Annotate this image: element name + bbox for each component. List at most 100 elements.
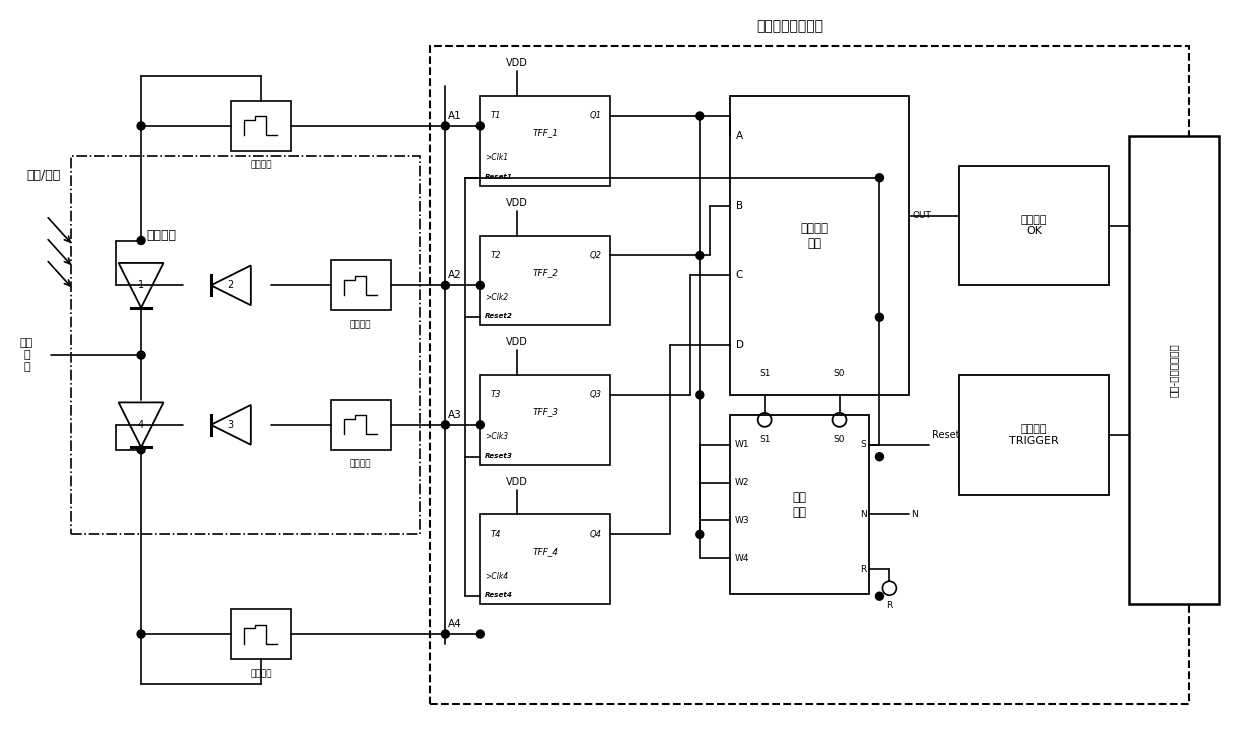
Bar	[71, 156, 420, 535]
Text: W3: W3	[735, 516, 749, 525]
Text: TFF_3: TFF_3	[532, 408, 558, 416]
Circle shape	[138, 351, 145, 359]
Circle shape	[875, 453, 883, 461]
Text: 4: 4	[138, 420, 144, 430]
Text: T4: T4	[490, 530, 501, 539]
Text: W4: W4	[735, 554, 749, 562]
Circle shape	[476, 421, 485, 429]
Text: A2: A2	[449, 270, 463, 280]
Text: 淩灭电路: 淩灭电路	[250, 161, 272, 170]
Text: Q2: Q2	[590, 251, 603, 260]
Circle shape	[696, 391, 704, 399]
Bar	[331, 260, 391, 310]
Circle shape	[696, 112, 704, 120]
Text: Reset3: Reset3	[485, 453, 513, 459]
Bar	[231, 609, 290, 659]
Text: 1: 1	[138, 280, 144, 291]
Circle shape	[696, 531, 704, 538]
Text: S0: S0	[833, 435, 846, 444]
Text: >Clk3: >Clk3	[485, 433, 508, 441]
Text: 光子同步检测电路: 光子同步检测电路	[756, 20, 823, 33]
Text: D: D	[735, 340, 744, 350]
Text: 3: 3	[228, 420, 234, 430]
Text: S0: S0	[833, 368, 846, 378]
Text: N: N	[859, 510, 867, 519]
Text: R: R	[861, 565, 867, 574]
Text: 时间-数字转换电路: 时间-数字转换电路	[1169, 344, 1179, 397]
Bar	[231, 101, 290, 151]
Text: TFF_2: TFF_2	[532, 268, 558, 277]
Circle shape	[441, 122, 449, 130]
Text: 树型判断
电路: 树型判断 电路	[801, 221, 828, 249]
Text: VDD: VDD	[506, 337, 527, 347]
Text: >Clk2: >Clk2	[485, 293, 508, 302]
Bar	[480, 375, 610, 464]
Circle shape	[476, 630, 485, 638]
Text: N: N	[911, 510, 918, 519]
Text: S1: S1	[759, 435, 770, 444]
Text: Reset4: Reset4	[485, 592, 513, 598]
Circle shape	[441, 282, 449, 289]
Text: 触发信号
TRIGGER: 触发信号 TRIGGER	[1009, 424, 1059, 445]
Circle shape	[138, 630, 145, 638]
Text: W2: W2	[735, 478, 749, 487]
Text: >Clk4: >Clk4	[485, 572, 508, 581]
Text: 光子/噪声: 光子/噪声	[26, 169, 61, 182]
Bar	[730, 414, 869, 594]
Text: A: A	[735, 131, 743, 141]
Circle shape	[875, 174, 883, 182]
Text: S1: S1	[759, 368, 770, 378]
Bar	[960, 166, 1109, 285]
Text: A1: A1	[449, 111, 463, 121]
Bar	[331, 400, 391, 450]
Bar	[480, 236, 610, 325]
Text: T2: T2	[490, 251, 501, 260]
Circle shape	[441, 421, 449, 429]
Circle shape	[138, 236, 145, 245]
Text: C: C	[735, 270, 743, 280]
Text: VDD: VDD	[506, 198, 527, 208]
Text: Reset: Reset	[932, 430, 960, 439]
Text: 像素单元: 像素单元	[146, 229, 176, 242]
Circle shape	[875, 592, 883, 600]
Text: 判定信号
OK: 判定信号 OK	[1021, 214, 1048, 236]
Text: 淩灭电路: 淩灭电路	[250, 669, 272, 678]
Circle shape	[476, 282, 485, 289]
Circle shape	[476, 122, 485, 130]
Text: VDD: VDD	[506, 476, 527, 486]
Text: W1: W1	[735, 440, 749, 449]
Bar	[1128, 136, 1219, 604]
Text: Reset1: Reset1	[485, 174, 513, 180]
Text: Q4: Q4	[590, 530, 603, 539]
Text: Q3: Q3	[590, 390, 603, 399]
Text: 淩灭电路: 淩灭电路	[350, 320, 371, 329]
Text: T3: T3	[490, 390, 501, 399]
Circle shape	[441, 630, 449, 638]
Text: Q1: Q1	[590, 112, 603, 121]
Text: VDD: VDD	[506, 58, 527, 68]
Text: TFF_1: TFF_1	[532, 128, 558, 137]
Text: 淩灭电路: 淩灭电路	[350, 460, 371, 469]
Bar	[430, 46, 1189, 704]
Text: A4: A4	[449, 619, 463, 629]
Text: S: S	[861, 440, 867, 449]
Text: B: B	[735, 201, 743, 211]
Text: 反偏
电
压: 反偏 电 压	[20, 338, 33, 371]
Text: >Clk1: >Clk1	[485, 153, 508, 162]
Text: OUT: OUT	[913, 211, 931, 220]
Text: Reset2: Reset2	[485, 313, 513, 319]
Bar	[480, 514, 610, 604]
Bar	[730, 96, 909, 395]
Text: TFF_4: TFF_4	[532, 547, 558, 556]
Circle shape	[138, 122, 145, 130]
Circle shape	[138, 445, 145, 454]
Text: 2: 2	[228, 280, 234, 291]
Bar	[960, 375, 1109, 495]
Text: A3: A3	[449, 410, 463, 420]
Text: R: R	[887, 601, 893, 610]
Text: 复位
电路: 复位 电路	[792, 491, 806, 519]
Text: T1: T1	[490, 112, 501, 121]
Circle shape	[696, 251, 704, 260]
Circle shape	[875, 313, 883, 321]
Bar	[480, 96, 610, 186]
